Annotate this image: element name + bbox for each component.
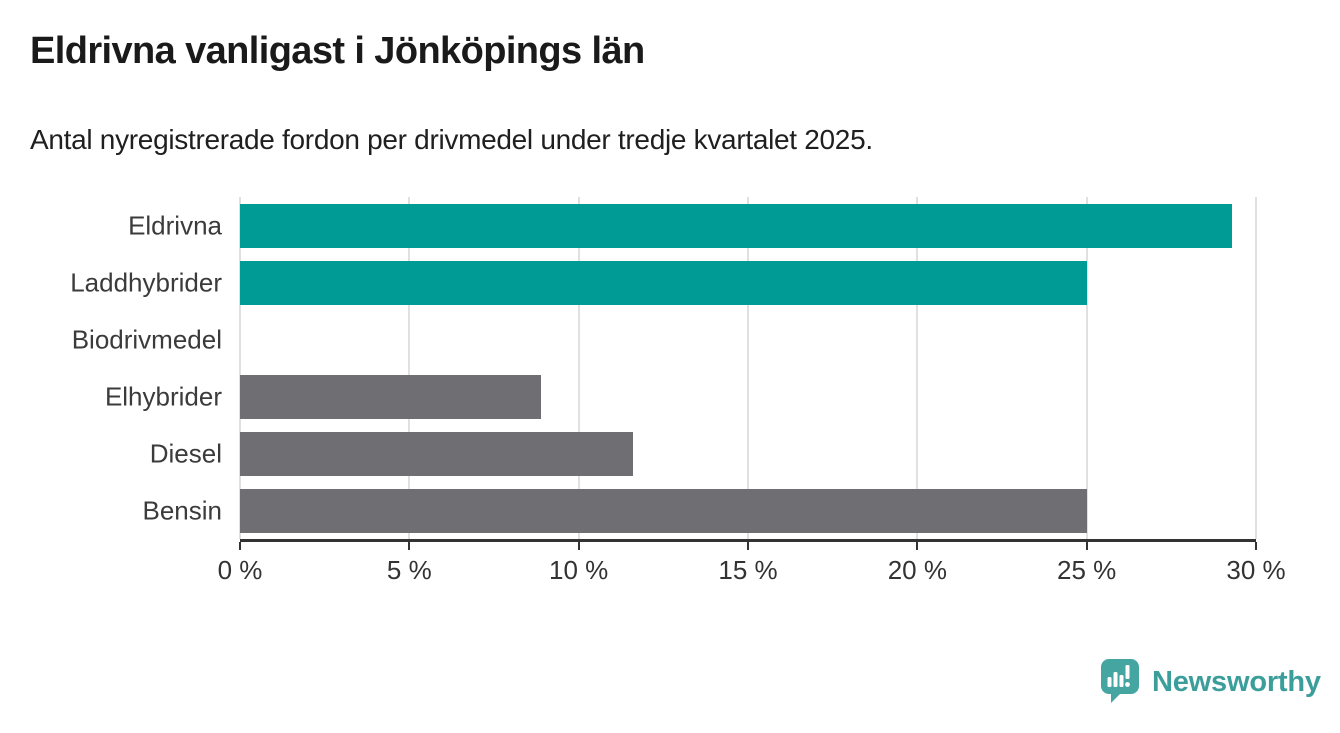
x-axis-tick [916,542,919,550]
gridline [1085,197,1088,539]
gridline [1255,197,1257,539]
x-axis-tick-label: 5 % [386,555,432,585]
gridline [577,197,580,539]
bar-elhybrider [240,374,542,419]
y-axis-label: Diesel [149,438,222,468]
y-axis-label: Bensin [142,495,223,525]
newsworthy-logo: Newsworthy [1100,658,1321,705]
x-axis-tick [1085,542,1088,550]
y-axis-label: Biodrivmedel [71,324,222,354]
page-subtitle: Antal nyregistrerade fordon per drivmede… [30,124,873,155]
bar-laddhybrider [240,260,1087,305]
gridline [408,197,411,539]
x-axis-tick-label: 20 % [887,555,947,585]
gridline [747,197,749,539]
x-axis-line [240,539,1256,542]
bar-chart-speech-bubble-icon [1101,659,1139,703]
bar-diesel [240,431,633,476]
x-axis-tick [239,542,241,550]
x-axis-tick-label: 10 % [549,555,609,585]
newsworthy-brand-text: Newsworthy [1152,665,1321,698]
x-axis: 0 % 5 % 10 % 15 % 20 % 25 % 30 % [218,542,1286,592]
bar-bensin [240,488,1087,533]
x-axis-tick-label: 0 % [217,555,263,585]
y-axis-labels: Eldrivna Laddhybrider Biodrivmedel Elhybrid… [0,197,222,539]
x-axis-tick-label: 15 % [718,555,778,585]
x-axis-tick [1255,542,1257,550]
x-axis-tick [408,542,411,550]
gridline [916,197,919,539]
bar-eldrivna [240,203,1233,248]
page-title: Eldrivna vanligast i Jönköpings län [30,30,645,72]
logo-bars [1107,665,1130,687]
x-axis-tick-label: 25 % [1057,555,1117,585]
x-axis-tick [577,542,580,550]
plot-area [239,197,1257,539]
y-axis-label: Laddhybrider [70,267,222,297]
y-axis-label: Elhybrider [104,381,222,411]
gridline [239,197,241,539]
y-axis-label: Eldrivna [128,210,222,240]
x-axis-tick [747,542,749,550]
x-axis-tick-label: 30 % [1226,555,1286,585]
